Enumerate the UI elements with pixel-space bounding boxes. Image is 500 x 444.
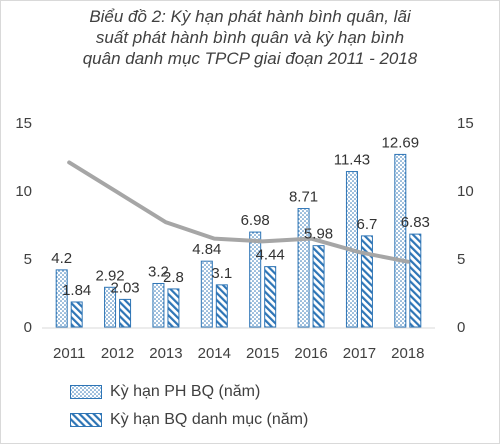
x-tick-2011: 2011	[53, 345, 85, 362]
bar-ph-2014	[200, 260, 213, 328]
y-right-tick-5: 5	[457, 251, 465, 268]
data-label-ph-2013: 3.2	[148, 263, 169, 280]
x-tick-2016: 2016	[294, 345, 327, 362]
y-left-tick-10: 10	[15, 183, 32, 200]
bar-bq-2012	[119, 298, 132, 328]
bar-bq-2014	[215, 284, 228, 328]
x-tick-2018: 2018	[391, 345, 424, 362]
data-label-ph-2017: 11.43	[334, 152, 370, 169]
line-layer	[67, 160, 410, 264]
data-label-ph-2016: 8.71	[289, 189, 318, 206]
chart-title-line-1: Biểu đồ 2: Kỳ hạn phát hành bình quân, l…	[89, 7, 411, 26]
x-tick-2017: 2017	[343, 345, 376, 362]
data-label-bq-2014: 3.1	[211, 265, 232, 282]
interest-rate-line	[67, 160, 410, 264]
data-label-ph-2012: 2.92	[95, 267, 124, 284]
data-label-ph-2014: 4.84	[192, 241, 221, 258]
x-tick-2012: 2012	[101, 345, 134, 362]
x-tick-2014: 2014	[198, 345, 231, 362]
bar-bq-2011	[70, 301, 83, 328]
bar-bq-2016	[312, 245, 325, 328]
bar-bq-2017	[360, 235, 373, 328]
data-label-ph-2018: 12.69	[382, 134, 420, 151]
bar-ph-2012	[104, 286, 117, 328]
data-label-bq-2016: 5.98	[304, 226, 333, 243]
bar-bq-2018	[409, 233, 422, 328]
bar-ph-2011	[55, 269, 68, 328]
labels-layer: 4.2 1.842.922.03 3.22.8 4.84 3.1 6.98 4.44 8.71…	[51, 134, 430, 299]
bar-ph-2016	[297, 208, 310, 328]
bar-ph-2013	[152, 282, 165, 328]
legend-swatch-dots	[70, 385, 102, 399]
data-label-bq-2012: 2.03	[110, 279, 139, 296]
y-right-tick-0: 0	[457, 319, 465, 336]
legend-swatch-hatch	[70, 413, 102, 427]
legend-label-bq: Kỳ hạn BQ danh mục (năm)	[110, 411, 309, 428]
x-tick-2013: 2013	[149, 345, 182, 362]
bar-bq-2013	[167, 288, 180, 328]
y-left-tick-5: 5	[24, 251, 32, 268]
legend-item-ph: Kỳ hạn PH BQ (năm)	[70, 378, 308, 406]
axis-layer: 2011 2012 2013 2014 2015 2016 2017 2018 0 5 10 15 0 5…	[15, 115, 473, 362]
y-left-tick-15: 15	[15, 115, 32, 132]
chart-title-line-3: quân danh mục TPCP giai đoạn 2011 - 2018	[82, 49, 418, 68]
data-label-ph-2015: 6.98	[241, 212, 270, 229]
legend-label-ph: Kỳ hạn PH BQ (năm)	[110, 383, 261, 400]
data-label-bq-2015: 4.44	[256, 247, 285, 264]
data-label-bq-2018: 6.83	[401, 214, 430, 231]
bar-ph-2015	[249, 231, 262, 328]
data-label-bq-2011: 1.84	[62, 282, 91, 299]
chart-title-line-2: suất phát hành bình quân và kỳ hạn bình	[95, 28, 405, 47]
bar-bq-2015	[264, 266, 277, 328]
bar-ph-2018	[394, 153, 407, 328]
x-tick-2015: 2015	[246, 345, 279, 362]
y-right-tick-10: 10	[457, 183, 474, 200]
data-label-bq-2013: 2.8	[163, 269, 184, 286]
y-left-tick-0: 0	[24, 319, 32, 336]
chart-title: Biểu đồ 2: Kỳ hạn phát hành bình quân, l…	[20, 6, 480, 69]
legend: Kỳ hạn PH BQ (năm) Kỳ hạn BQ danh mục (n…	[70, 378, 308, 434]
legend-item-bq: Kỳ hạn BQ danh mục (năm)	[70, 406, 308, 434]
data-label-bq-2017: 6.7	[357, 216, 378, 233]
data-label-ph-2011: 4.2	[51, 250, 72, 267]
y-right-tick-15: 15	[457, 115, 474, 132]
